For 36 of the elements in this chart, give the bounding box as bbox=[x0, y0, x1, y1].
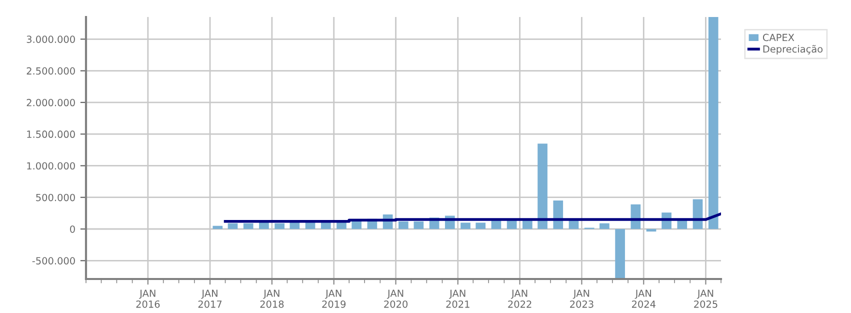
y-tick-label: 0 bbox=[70, 225, 75, 233]
bar bbox=[352, 221, 362, 230]
y-tick-label: 1.000.000 bbox=[27, 162, 75, 170]
bar bbox=[243, 223, 254, 230]
x-tick-label: JAN 2023 bbox=[570, 290, 594, 308]
y-tick-label: 2.000.000 bbox=[26, 98, 75, 106]
x-tick-label: JAN 2024 bbox=[632, 290, 656, 308]
bar bbox=[646, 229, 656, 232]
y-tick-label: 2.500.000 bbox=[26, 67, 75, 75]
bar bbox=[615, 229, 625, 279]
bar bbox=[212, 226, 223, 230]
x-tick-label: JAN 2025 bbox=[694, 290, 718, 308]
legend-label: CAPEX bbox=[762, 34, 794, 42]
x-tick-label: JAN 2020 bbox=[384, 290, 408, 308]
y-tick-label: 3.000.000 bbox=[26, 36, 75, 43]
bar bbox=[538, 144, 548, 230]
y-tick-label: -500.000 bbox=[32, 257, 75, 264]
bar bbox=[228, 223, 238, 230]
y-tick-label: 500.000 bbox=[36, 194, 75, 202]
x-tick-label: JAN 2016 bbox=[136, 290, 160, 308]
x-tick-label: JAN 2017 bbox=[198, 290, 222, 308]
x-tick-label: JAN 2022 bbox=[508, 290, 532, 308]
x-tick-label: JAN 2018 bbox=[260, 290, 284, 308]
bar bbox=[460, 222, 470, 230]
bar bbox=[553, 200, 564, 230]
bar bbox=[398, 221, 408, 230]
x-tick-label: JAN 2019 bbox=[322, 290, 346, 308]
bar bbox=[476, 222, 486, 230]
y-tick-label: 1.500.000 bbox=[27, 130, 75, 138]
bar bbox=[274, 223, 284, 230]
line-series bbox=[224, 212, 721, 223]
bar bbox=[600, 223, 610, 230]
bar bbox=[708, 17, 718, 230]
bar bbox=[414, 221, 424, 230]
legend-label: Depreciação bbox=[763, 44, 823, 55]
x-tick-label: JAN 2021 bbox=[446, 290, 470, 308]
